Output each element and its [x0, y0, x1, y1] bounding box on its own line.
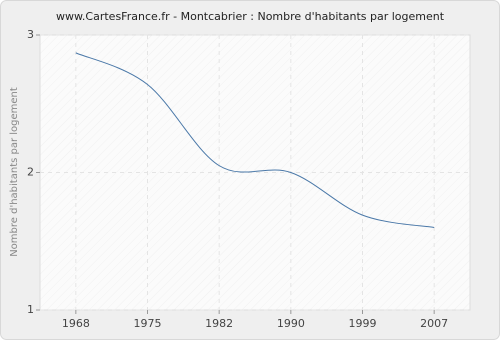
line: [75, 52, 435, 228]
x-tick-label: 1999: [349, 317, 377, 330]
y-tick-label: 3: [27, 28, 34, 41]
y-tick-label: 1: [27, 303, 34, 316]
x-tick-label: 1968: [62, 317, 90, 330]
y-axis-label: Nombre d'habitants par logement: [9, 87, 20, 257]
y-tick-label: 2: [27, 166, 34, 179]
chart-title: www.CartesFrance.fr - Montcabrier : Nomb…: [56, 10, 445, 23]
x-tick-label: 2007: [420, 317, 448, 330]
x-tick-label: 1990: [277, 317, 305, 330]
x-tick-label: 1975: [134, 317, 162, 330]
x-tick-label: 1982: [205, 317, 233, 330]
plot-area: [39, 34, 471, 311]
